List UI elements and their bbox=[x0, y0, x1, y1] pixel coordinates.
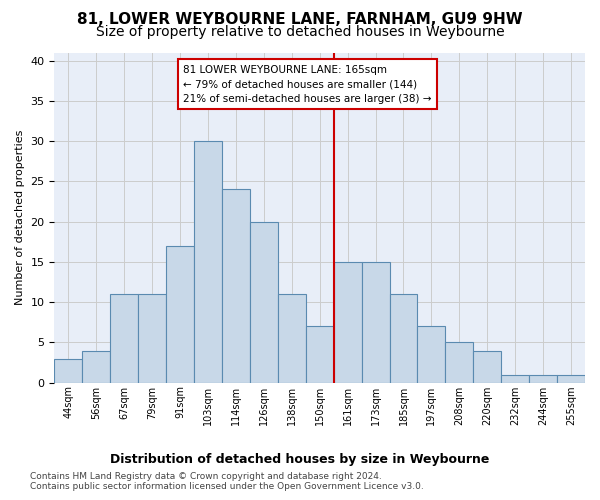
Text: Size of property relative to detached houses in Weybourne: Size of property relative to detached ho… bbox=[95, 25, 505, 39]
Text: Contains public sector information licensed under the Open Government Licence v3: Contains public sector information licen… bbox=[30, 482, 424, 491]
Text: 81, LOWER WEYBOURNE LANE, FARNHAM, GU9 9HW: 81, LOWER WEYBOURNE LANE, FARNHAM, GU9 9… bbox=[77, 12, 523, 28]
Bar bbox=[138, 294, 166, 382]
Y-axis label: Number of detached properties: Number of detached properties bbox=[15, 130, 25, 306]
Bar bbox=[306, 326, 334, 382]
Bar bbox=[166, 246, 194, 382]
Bar bbox=[55, 358, 82, 382]
Bar bbox=[557, 374, 585, 382]
Bar bbox=[501, 374, 529, 382]
Bar bbox=[334, 262, 362, 382]
Bar bbox=[389, 294, 418, 382]
Bar bbox=[110, 294, 138, 382]
Bar bbox=[250, 222, 278, 382]
Bar bbox=[529, 374, 557, 382]
Text: 81 LOWER WEYBOURNE LANE: 165sqm
← 79% of detached houses are smaller (144)
21% o: 81 LOWER WEYBOURNE LANE: 165sqm ← 79% of… bbox=[183, 64, 431, 104]
Bar bbox=[194, 141, 222, 382]
Bar bbox=[222, 190, 250, 382]
Bar bbox=[418, 326, 445, 382]
Bar bbox=[82, 350, 110, 382]
Text: Contains HM Land Registry data © Crown copyright and database right 2024.: Contains HM Land Registry data © Crown c… bbox=[30, 472, 382, 481]
Text: Distribution of detached houses by size in Weybourne: Distribution of detached houses by size … bbox=[110, 452, 490, 466]
Bar bbox=[473, 350, 501, 382]
Bar bbox=[445, 342, 473, 382]
Bar bbox=[278, 294, 306, 382]
Bar bbox=[362, 262, 389, 382]
